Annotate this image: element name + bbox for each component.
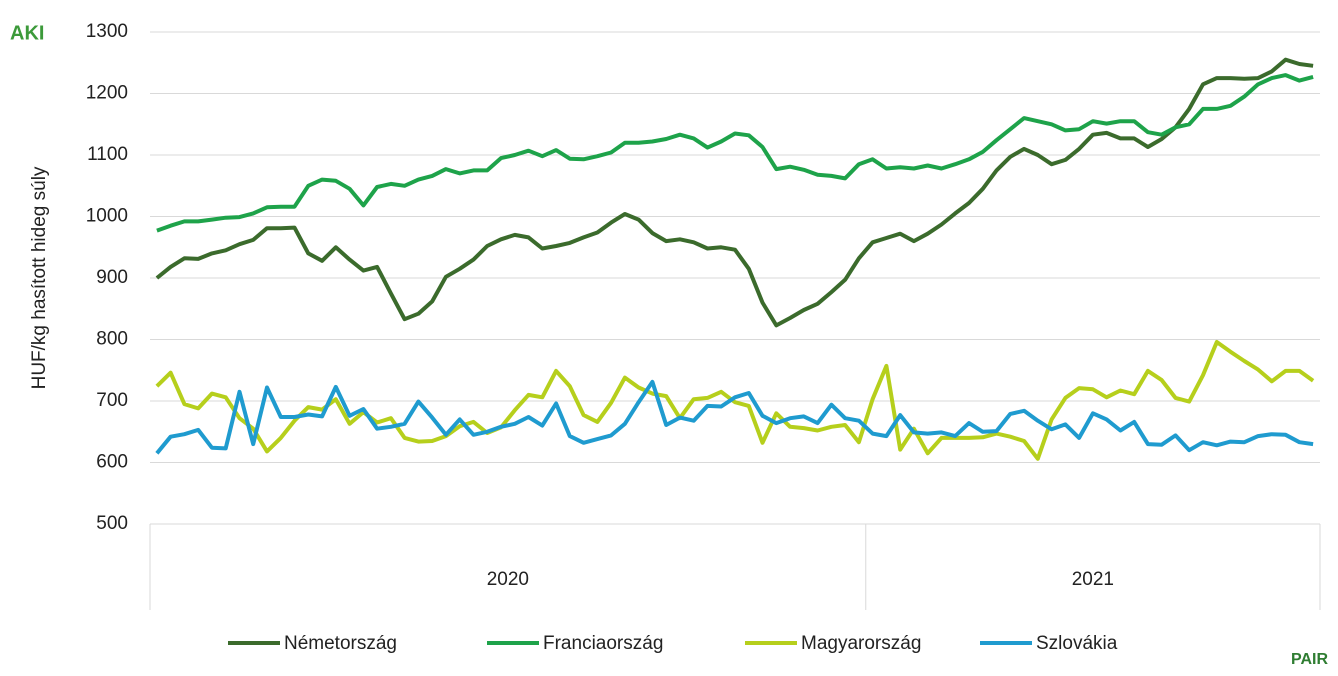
- logo-left: AKI: [10, 22, 44, 44]
- x-group-label: 2020: [487, 569, 529, 590]
- legend-label: Magyarország: [801, 633, 921, 654]
- y-tick-label: 800: [96, 329, 128, 350]
- legend-label: Németország: [284, 633, 397, 654]
- logo-right: PAIR: [1291, 651, 1328, 668]
- y-tick-label: 600: [96, 452, 128, 473]
- y-tick-label: 900: [96, 267, 128, 288]
- y-tick-label: 1300: [86, 21, 128, 42]
- series-line: [155, 57, 1314, 328]
- y-tick-label: 700: [96, 390, 128, 411]
- series-line: [156, 73, 1314, 233]
- series-line: [155, 379, 1314, 455]
- legend-label: Szlovákia: [1036, 633, 1118, 654]
- y-tick-label: 1000: [86, 206, 128, 227]
- y-tick-label: 1200: [86, 83, 128, 104]
- series-line: [155, 340, 1315, 461]
- y-tick-label: 500: [96, 513, 128, 534]
- y-tick-label: 1100: [87, 144, 128, 165]
- legend-label: Franciaország: [543, 633, 663, 654]
- y-axis-label: HUF/kg hasított hideg súly: [29, 166, 50, 389]
- x-group-label: 2021: [1072, 569, 1114, 590]
